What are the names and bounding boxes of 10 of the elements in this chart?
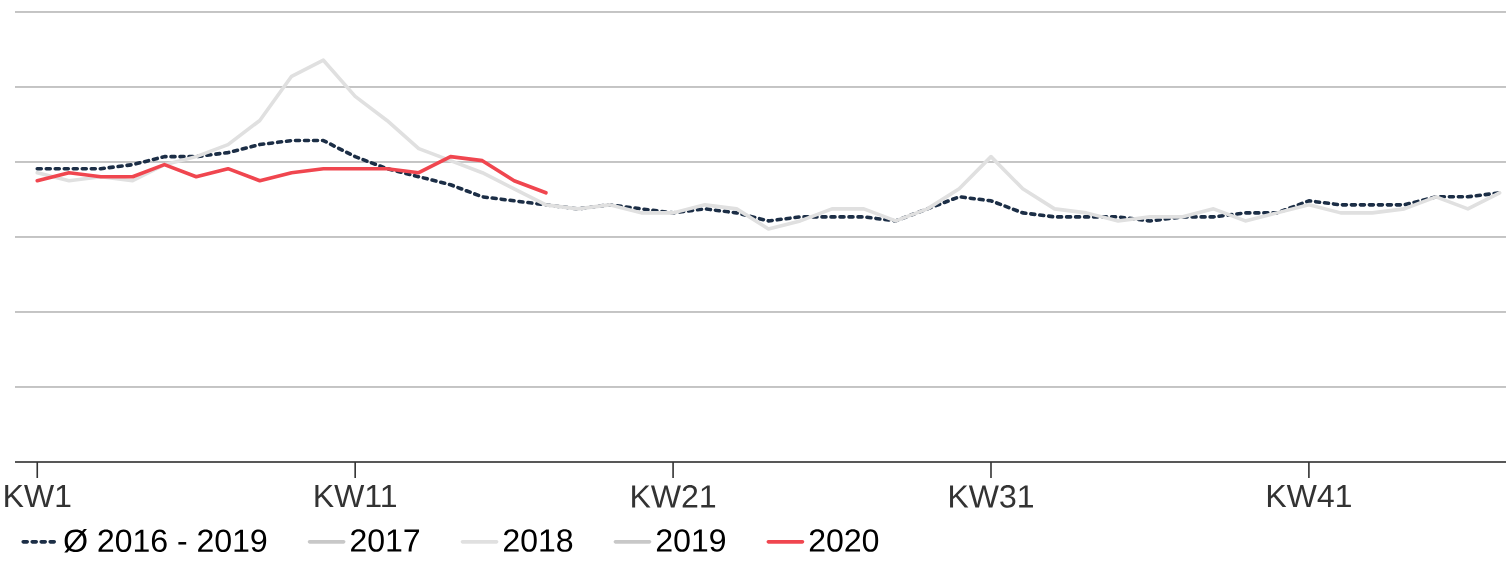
x-tick-label: KW11 xyxy=(315,485,396,508)
legend-label: 2020 xyxy=(809,529,879,552)
legend-label: 2018 xyxy=(504,529,573,552)
legend-label: 2017 xyxy=(351,529,420,552)
x-tick-label: KW1 xyxy=(5,485,71,508)
x-tick-label: KW21 xyxy=(632,485,716,508)
x-tick-label: KW31 xyxy=(950,485,1033,508)
x-tick-label: KW41 xyxy=(1267,485,1351,508)
legend-label: Ø 2016 - 2019 xyxy=(64,528,267,553)
legend-label: 2019 xyxy=(656,529,725,552)
